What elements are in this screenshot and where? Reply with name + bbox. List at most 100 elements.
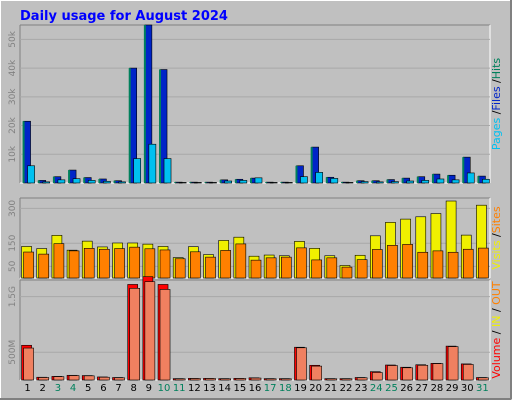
bar-pages [421, 180, 430, 184]
bar-hits [143, 25, 146, 183]
bar-volume-fill [220, 378, 231, 381]
side-label-part: / [490, 79, 503, 86]
y-tick-label: 20k [8, 116, 18, 133]
bar-volume-fill [356, 377, 368, 381]
bar-sites [250, 259, 262, 279]
side-label-part: / [490, 305, 503, 316]
x-day-label: 24 [370, 383, 383, 394]
bar-volume-fill [99, 376, 110, 381]
bar-sites [296, 247, 307, 279]
x-day-label: 1 [24, 383, 30, 394]
bar-sites [114, 248, 125, 279]
x-day-label: 5 [85, 383, 91, 394]
bar-sites [205, 256, 216, 279]
x-day-label: 13 [203, 383, 216, 394]
bar-pages [163, 158, 172, 184]
x-day-label: 10 [158, 383, 171, 394]
y-tick-label: 10k [8, 145, 18, 162]
bar-hits [295, 165, 298, 183]
bar-pages [209, 182, 217, 184]
bar-hits [174, 182, 177, 183]
bar-volume-fill [462, 364, 474, 381]
bar-hits [325, 177, 328, 183]
bar-sites [220, 250, 231, 279]
bar-volume-fill [205, 378, 216, 381]
panel-hits: 10k 20k 30k 40k 50k [8, 24, 491, 184]
bar-volume-fill [83, 375, 95, 381]
bar-hits [265, 182, 268, 183]
x-day-label: 12 [188, 383, 201, 394]
bar-sites [83, 248, 95, 279]
bar-sites [68, 250, 80, 279]
x-day-label: 3 [55, 383, 61, 394]
bar-hits [447, 175, 450, 183]
bar-volume-fill [326, 378, 338, 381]
bar-volume-fill [432, 363, 444, 381]
bar-pages [148, 143, 157, 184]
bar-hits [416, 176, 419, 183]
x-day-label: 17 [264, 383, 277, 394]
bar-volume-fill [402, 367, 413, 381]
bar-pages [27, 165, 35, 184]
x-day-label: 2 [40, 383, 46, 394]
x-day-label: 27 [415, 383, 428, 394]
bar-sites [235, 243, 247, 279]
bar-volume-fill [311, 365, 322, 381]
bar-hits [204, 182, 207, 183]
x-day-label: 28 [431, 383, 444, 394]
bar-sites [23, 251, 34, 279]
bar-pages [87, 180, 96, 184]
bar-pages [330, 178, 339, 184]
side-label-part: IN [490, 316, 503, 327]
bar-sites [341, 266, 353, 279]
side-label-visits: Visits /Sites [490, 206, 503, 269]
bar-volume-fill [53, 376, 65, 381]
panel-visits: 50 150 300 [8, 197, 491, 279]
bar-volume-fill [281, 378, 292, 381]
bar-pages [406, 180, 414, 184]
x-day-label: 22 [340, 383, 353, 394]
bar-hits [83, 177, 86, 183]
bar-hits [386, 179, 389, 183]
side-label-part: Sites [490, 206, 503, 233]
bar-sites [311, 259, 322, 279]
bar-sites [281, 256, 292, 279]
side-label-part: Volume [490, 337, 503, 378]
bar-pages [360, 181, 369, 184]
panel-kbytes: 500M 1.5G [8, 276, 491, 381]
x-day-label: 20 [309, 383, 322, 394]
bar-sites [159, 249, 171, 279]
bar-sites [356, 259, 368, 279]
bar-pages [194, 182, 202, 184]
bar-hits [22, 121, 25, 183]
y-tick-label: 50k [8, 30, 18, 47]
bar-hits [68, 170, 71, 183]
y-tick-label: 300 [8, 200, 18, 217]
x-day-label: 30 [461, 383, 474, 394]
side-label-part: OUT [490, 281, 503, 305]
side-label-part: Hits [490, 58, 503, 80]
bar-volume-fill [174, 378, 186, 381]
bar-hits [52, 176, 55, 183]
bar-hits [219, 179, 222, 183]
bar-volume-fill [478, 377, 489, 381]
side-label-part: / [490, 233, 503, 240]
bar-pages [178, 182, 187, 184]
y-tick-label: 150 [8, 234, 18, 251]
bar-sites [174, 258, 186, 279]
bar-pages [466, 172, 475, 184]
bar-sites [99, 248, 110, 279]
bar-sites [38, 253, 50, 279]
x-day-label: 26 [400, 383, 413, 394]
panel-hits-area [20, 25, 490, 183]
bar-sites [447, 251, 459, 279]
x-axis-day-labels: 1 2 3 4 5 6 7 8 9 10 11 12 13 14 15 16 17 18 19 20 21 22 23 24 2… [24, 383, 488, 394]
bar-pages [269, 182, 278, 184]
x-day-label: 4 [70, 383, 76, 394]
x-day-label: 23 [355, 383, 368, 394]
y-tick-label: 50 [8, 260, 18, 272]
bar-pages [375, 181, 384, 184]
bar-volume-fill [23, 347, 34, 381]
